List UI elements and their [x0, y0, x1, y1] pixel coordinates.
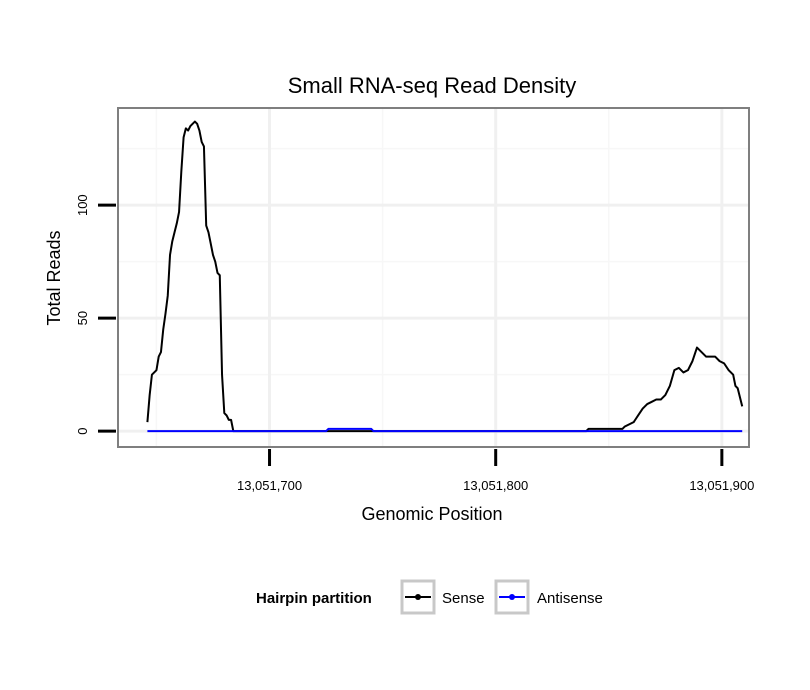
legend: Hairpin partition Sense Antisense	[256, 579, 603, 615]
y-tick-label: 50	[75, 311, 90, 325]
y-tick-label: 100	[75, 194, 90, 216]
series-line-sense	[146, 120, 744, 433]
x-axis-title: Genomic Position	[361, 504, 502, 524]
x-axis: 13,051,700 13,051,800 13,051,900	[237, 449, 754, 493]
legend-key-point-antisense	[509, 594, 515, 600]
x-tick-label: 13,051,800	[463, 478, 528, 493]
legend-key-point-sense	[415, 594, 421, 600]
plot-border	[117, 107, 750, 448]
legend-item-sense: Sense	[400, 579, 485, 615]
legend-item-antisense: Antisense	[494, 579, 603, 615]
series-layer	[146, 120, 744, 433]
legend-label-sense: Sense	[442, 590, 485, 607]
y-axis-title: Total Reads	[44, 230, 64, 325]
chart-title: Small RNA-seq Read Density	[288, 73, 577, 98]
plot-panel	[117, 107, 750, 448]
legend-label-antisense: Antisense	[537, 590, 603, 607]
x-tick-label: 13,051,700	[237, 478, 302, 493]
x-tick-label: 13,051,900	[689, 478, 754, 493]
legend-title: Hairpin partition	[256, 590, 372, 607]
series-line-antisense	[147, 427, 743, 433]
plot-background	[118, 108, 749, 447]
y-tick-label: 0	[75, 428, 90, 435]
grid-minor	[118, 108, 749, 447]
y-axis: 0 50 100	[75, 194, 116, 435]
